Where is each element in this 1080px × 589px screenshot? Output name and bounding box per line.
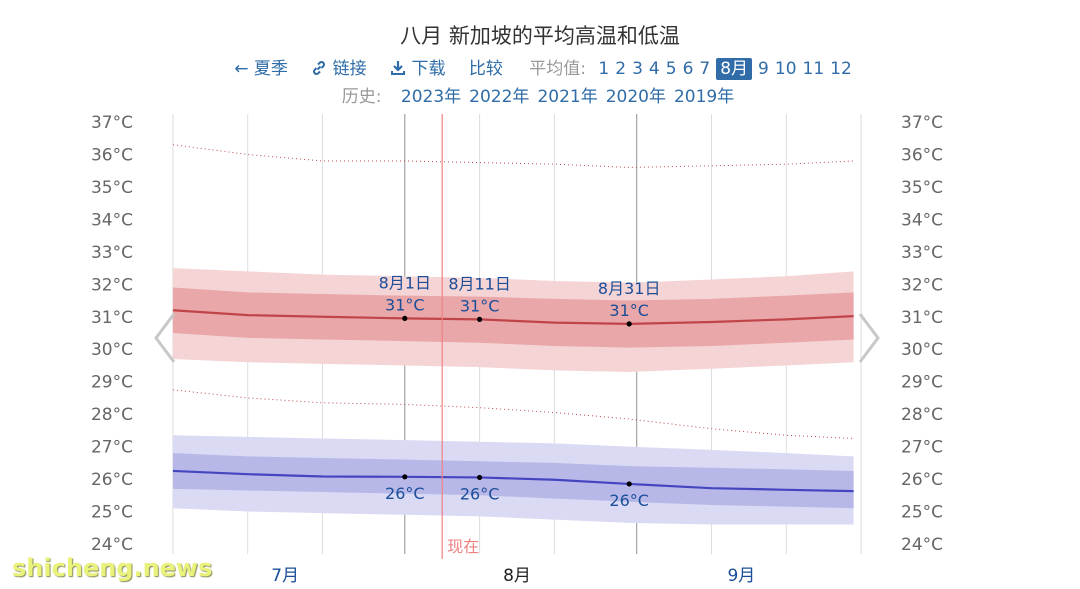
low-mean-line (172, 469, 854, 493)
y-tick-right-32: 32°C (901, 275, 943, 295)
month-1[interactable]: 1 (598, 59, 610, 79)
y-tick-right-34: 34°C (901, 210, 943, 230)
high-mean-line (172, 309, 854, 326)
month-11[interactable]: 11 (802, 59, 825, 79)
y-tick-left-32: 32°C (91, 275, 133, 295)
annotation-high-2: 31°C (609, 301, 649, 320)
month-5[interactable]: 5 (665, 59, 677, 79)
annotation-low-2: 26°C (609, 491, 649, 510)
month-4[interactable]: 4 (648, 59, 660, 79)
annotation-date-0: 8月1日 (379, 273, 431, 292)
y-tick-right-31: 31°C (901, 308, 943, 328)
watermark: shicheng.news (12, 554, 213, 582)
annotation-low-point-0 (402, 474, 408, 480)
y-tick-right-35: 35°C (901, 178, 943, 198)
month-7[interactable]: 7 (699, 59, 711, 79)
y-tick-left-35: 35°C (91, 178, 133, 198)
y-tick-left-26: 26°C (91, 470, 133, 490)
high-band-inner (172, 287, 854, 348)
month-12[interactable]: 12 (830, 59, 852, 79)
link-icon (313, 61, 326, 75)
y-tick-left-24: 24°C (91, 535, 133, 555)
y-tick-right-30: 30°C (901, 340, 943, 360)
history-label: 历史: (341, 87, 382, 107)
low-band-inner (172, 453, 854, 509)
history-year-4[interactable]: 2019年 (673, 87, 735, 107)
y-tick-right-36: 36°C (901, 145, 943, 165)
annotation-date-2: 8月31日 (598, 279, 661, 298)
annotation-high-point-2 (626, 321, 632, 327)
y-tick-left-29: 29°C (91, 373, 133, 393)
month-6[interactable]: 6 (682, 59, 694, 79)
annotation-high-1: 31°C (460, 296, 500, 315)
month-9[interactable]: 9 (758, 59, 769, 79)
history-year-0[interactable]: 2023年 (400, 87, 462, 107)
y-tick-right-28: 28°C (901, 405, 943, 425)
history-year-1[interactable]: 2022年 (469, 87, 530, 107)
annotation-low-point-2 (626, 481, 632, 487)
history-years: 2023年 2022年 2021年 2020年 2019年 (397, 87, 738, 107)
history-bar: 历史: 2023年 2022年 2021年 2020年 2019年 (0, 82, 1080, 107)
chart-title: 八月 新加坡的平均高温和低温 (400, 24, 680, 48)
download-button[interactable]: 下载 (390, 59, 451, 79)
y-tick-right-37: 37°C (901, 113, 943, 133)
y-tick-right-27: 27°C (901, 438, 943, 458)
y-tick-right-33: 33°C (901, 243, 943, 263)
record-high-line (172, 144, 854, 168)
y-tick-left-34: 34°C (91, 210, 133, 230)
month-8[interactable]: 8月 (716, 58, 753, 80)
download-label: 下载 (411, 59, 446, 79)
y-tick-left-28: 28°C (91, 405, 133, 425)
x-label-1: 8月 (503, 566, 531, 586)
y-tick-left-30: 30°C (91, 340, 133, 360)
now-label: 现在 (447, 537, 479, 556)
x-label-0: 7月 (271, 566, 299, 586)
y-tick-left-25: 25°C (91, 503, 133, 523)
back-summer-link[interactable]: ← 夏季 (234, 59, 288, 79)
annotation-high-point-0 (402, 315, 408, 321)
month-10[interactable]: 10 (774, 59, 797, 79)
y-tick-right-26: 26°C (901, 470, 943, 490)
month-2[interactable]: 2 (615, 59, 627, 79)
compare-link[interactable]: 比较 (468, 59, 503, 79)
chevron-left-icon[interactable] (150, 310, 180, 366)
annotation-high-point-1 (477, 316, 483, 322)
annotation-date-1: 8月11日 (448, 274, 511, 293)
y-tick-left-27: 27°C (91, 438, 133, 458)
y-tick-left-31: 31°C (91, 308, 133, 328)
y-tick-right-25: 25°C (901, 503, 943, 523)
history-year-3[interactable]: 2020年 (605, 87, 666, 107)
chevron-right-icon[interactable] (854, 310, 884, 366)
y-tick-left-37: 37°C (91, 113, 133, 133)
record-low-line (172, 389, 854, 439)
month-3[interactable]: 3 (632, 59, 643, 79)
y-tick-right-29: 29°C (901, 373, 943, 393)
y-tick-left-36: 36°C (91, 145, 133, 165)
month-selector: 1 2 3 4 5 6 7 8月 9 10 11 12 (595, 58, 854, 80)
annotation-low-0: 26°C (385, 484, 425, 503)
y-tick-right-24: 24°C (901, 535, 943, 555)
annotation-low-point-1 (477, 474, 483, 481)
download-icon (391, 61, 406, 75)
link-button[interactable]: 链接 (311, 59, 372, 79)
average-label: 平均值: (529, 59, 587, 79)
annotation-high-0: 31°C (385, 295, 425, 314)
annotation-low-1: 26°C (460, 484, 500, 503)
toolbar: ← 夏季 链接 下载 比较 平均值: 1 2 3 4 5 6 7 8月 9 10 11 12 (0, 54, 1080, 80)
x-label-2: 9月 (727, 566, 755, 586)
history-year-2[interactable]: 2021年 (537, 87, 598, 107)
y-tick-left-33: 33°C (91, 243, 133, 263)
link-label: 链接 (332, 59, 367, 79)
